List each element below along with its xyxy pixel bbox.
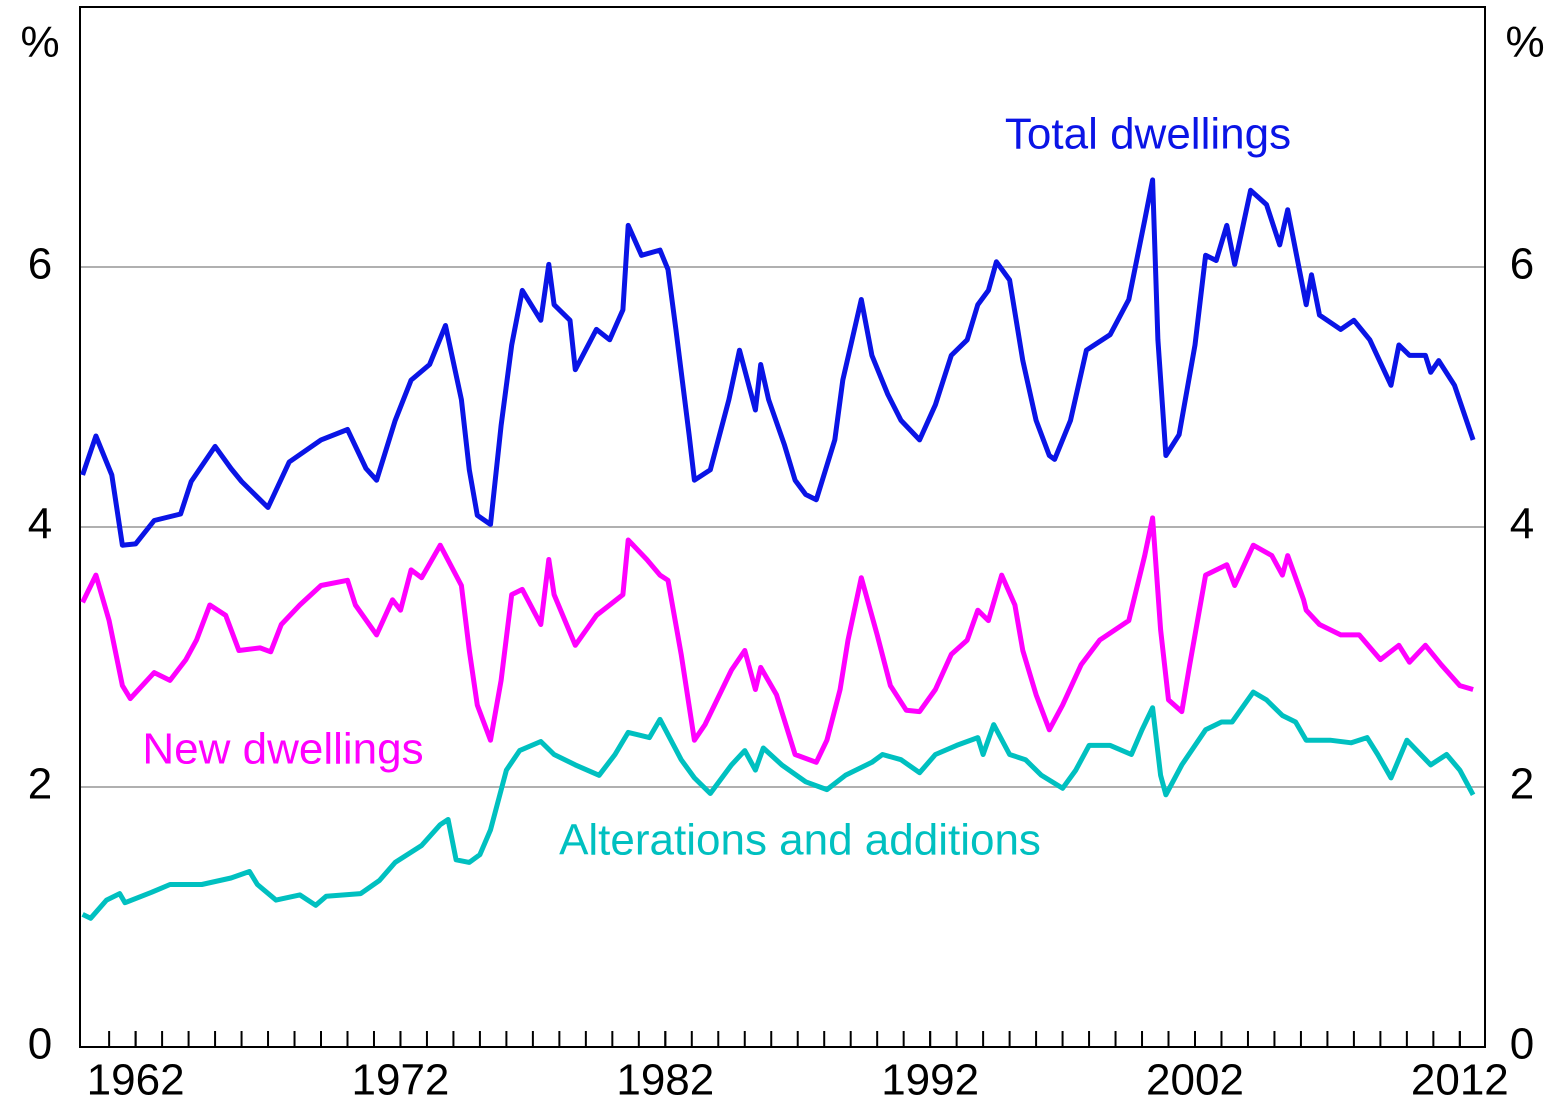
x-tick-label: 2012 [1411, 1056, 1509, 1105]
line-series [80, 177, 1476, 548]
y2-axis-label: % [1505, 18, 1544, 67]
y-tick-label: 0 [28, 1020, 52, 1069]
x-tick-label: 1982 [616, 1056, 714, 1105]
y-axis-label: % [20, 18, 59, 67]
x-tick-label: 2002 [1146, 1056, 1244, 1105]
series-label: Total dwellings [1005, 110, 1291, 159]
line-series [81, 689, 1476, 921]
y2-tick-label: 0 [1510, 1020, 1534, 1069]
x-tick-label: 1962 [87, 1056, 185, 1105]
y2-tick-label: 6 [1510, 240, 1534, 289]
y-tick-label: 6 [28, 240, 52, 289]
y-tick-label: 4 [28, 500, 52, 549]
series-label: New dwellings [142, 725, 423, 774]
x-tick-label: 1972 [352, 1056, 450, 1105]
line-series [80, 515, 1474, 765]
y2-tick-label: 4 [1510, 500, 1534, 549]
y-tick-label: 2 [28, 760, 52, 809]
x-tick-label: 1992 [881, 1056, 979, 1105]
series-label: Alterations and additions [559, 816, 1041, 865]
y2-tick-label: 2 [1510, 760, 1534, 809]
plot-frame [79, 6, 1486, 1048]
